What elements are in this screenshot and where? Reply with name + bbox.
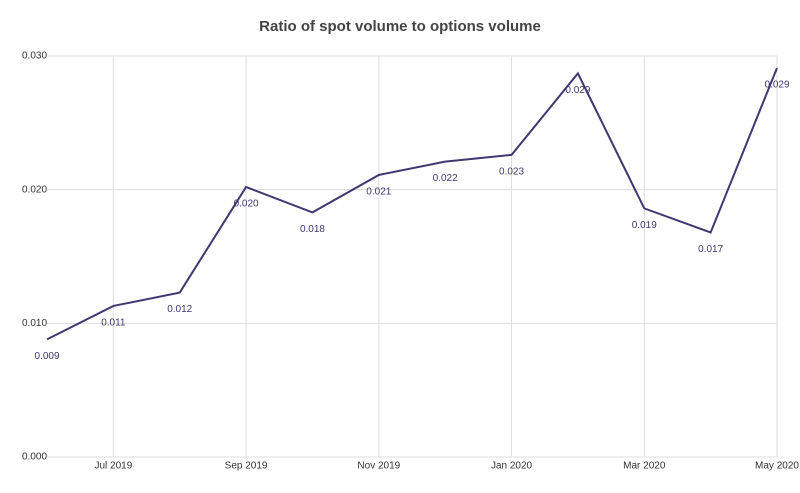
data-label: 0.009: [34, 351, 59, 362]
x-tick-label: Sep 2019: [225, 461, 268, 472]
x-tick-label: May 2020: [755, 461, 799, 472]
data-label: 0.029: [565, 85, 590, 96]
chart-title: Ratio of spot volume to options volume: [259, 18, 541, 35]
x-tick-label: Mar 2020: [623, 461, 666, 472]
data-label: 0.012: [167, 304, 192, 315]
line: [46, 67, 778, 341]
y-tick-label: 0.000: [22, 452, 47, 463]
data-label: 0.020: [234, 199, 259, 210]
data-label: 0.011: [101, 318, 126, 329]
x-tick-label: Jan 2020: [491, 461, 533, 472]
x-tick-label: Jul 2019: [94, 461, 132, 472]
y-tick-label: 0.020: [22, 184, 47, 195]
x-tick-label: Nov 2019: [357, 461, 400, 472]
y-tick-label: 0.030: [22, 51, 47, 62]
data-label: 0.029: [764, 80, 789, 91]
data-label: 0.018: [300, 224, 325, 235]
data-label: 0.023: [499, 167, 524, 178]
data-label: 0.019: [632, 220, 657, 231]
data-label: 0.017: [698, 244, 723, 255]
data-label: 0.021: [366, 187, 391, 198]
y-tick-label: 0.010: [22, 318, 47, 329]
data-label: 0.022: [433, 173, 458, 184]
